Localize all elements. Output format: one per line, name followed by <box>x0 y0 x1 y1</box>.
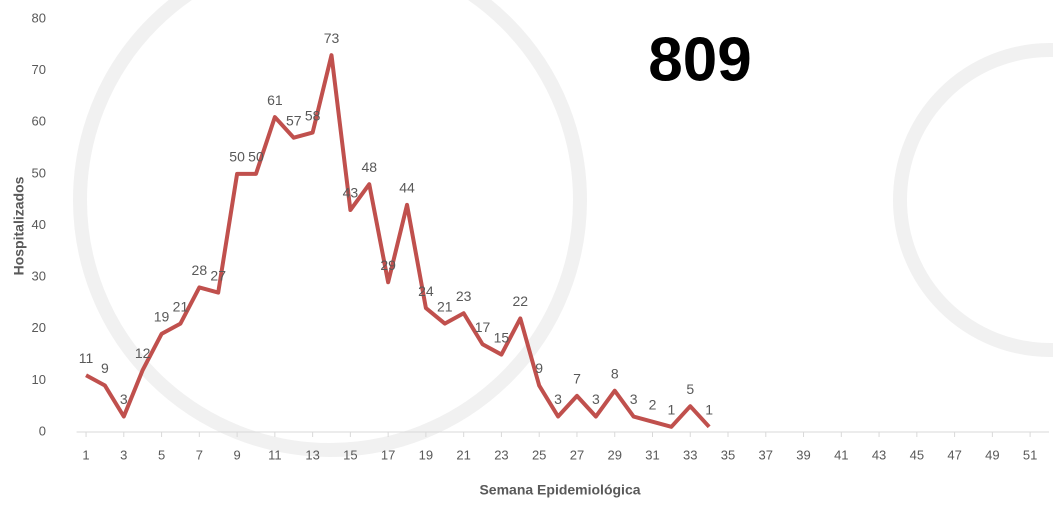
data-label: 28 <box>192 262 208 278</box>
x-tick-label: 25 <box>532 447 546 462</box>
data-label: 1 <box>705 402 713 418</box>
data-label: 2 <box>649 396 657 412</box>
data-label: 50 <box>248 149 264 165</box>
data-label: 50 <box>229 149 245 165</box>
x-tick-label: 29 <box>607 447 621 462</box>
x-tick-label: 35 <box>721 447 735 462</box>
x-tick-label: 47 <box>947 447 961 462</box>
total-annotation: 809 <box>648 25 751 94</box>
data-label: 3 <box>592 391 600 407</box>
x-tick-label: 17 <box>381 447 395 462</box>
y-tick-label: 30 <box>32 269 46 284</box>
data-label: 58 <box>305 107 321 123</box>
data-label: 43 <box>343 185 359 201</box>
x-tick-label: 5 <box>158 447 165 462</box>
data-label: 48 <box>361 159 377 175</box>
x-tick-label: 33 <box>683 447 697 462</box>
data-label: 27 <box>210 267 226 283</box>
data-label: 21 <box>173 298 189 314</box>
data-label: 29 <box>380 257 396 273</box>
y-tick-label: 20 <box>32 320 46 335</box>
watermark <box>73 0 1053 457</box>
x-tick-label: 13 <box>305 447 319 462</box>
x-tick-label: 1 <box>82 447 89 462</box>
x-axis-label: Semana Epidemiológica <box>479 482 640 498</box>
data-label: 12 <box>135 345 151 361</box>
x-tick-label: 9 <box>233 447 240 462</box>
x-tick-label: 43 <box>872 447 886 462</box>
x-tick-label: 37 <box>759 447 773 462</box>
x-tick-label: 27 <box>570 447 584 462</box>
data-label: 61 <box>267 92 283 108</box>
data-label: 3 <box>630 391 638 407</box>
x-tick-label: 39 <box>796 447 810 462</box>
y-tick-label: 40 <box>32 217 46 232</box>
data-label: 3 <box>554 391 562 407</box>
y-tick-label: 10 <box>32 372 46 387</box>
data-label: 44 <box>399 180 415 196</box>
data-label: 11 <box>79 350 94 366</box>
x-tick-label: 31 <box>645 447 659 462</box>
y-tick-label: 60 <box>32 114 46 129</box>
data-label: 19 <box>154 309 170 325</box>
data-label: 24 <box>418 283 434 299</box>
x-tick-label: 45 <box>910 447 924 462</box>
data-label: 5 <box>686 381 694 397</box>
data-label: 17 <box>475 319 491 335</box>
x-tick-label: 49 <box>985 447 999 462</box>
data-label: 23 <box>456 288 472 304</box>
y-tick-label: 80 <box>32 10 46 25</box>
x-tick-label: 7 <box>196 447 203 462</box>
x-tick-label: 51 <box>1023 447 1037 462</box>
y-tick-label: 0 <box>39 423 46 438</box>
data-label: 21 <box>437 298 453 314</box>
y-tick-label: 70 <box>32 62 46 77</box>
data-label: 73 <box>324 30 340 46</box>
y-tick-label: 50 <box>32 165 46 180</box>
x-tick-label: 19 <box>419 447 433 462</box>
data-label: 15 <box>494 329 510 345</box>
data-label: 8 <box>611 365 619 381</box>
y-axis-label: Hospitalizados <box>11 176 27 275</box>
x-tick-label: 3 <box>120 447 127 462</box>
data-line <box>85 53 711 429</box>
data-label: 9 <box>101 360 109 376</box>
data-label: 1 <box>667 402 675 418</box>
data-label: 57 <box>286 112 302 128</box>
x-tick-label: 21 <box>456 447 470 462</box>
x-tick-label: 15 <box>343 447 357 462</box>
x-tick-label: 11 <box>268 447 282 462</box>
data-label: 7 <box>573 371 581 387</box>
x-tick-label: 23 <box>494 447 508 462</box>
data-label: 3 <box>120 391 128 407</box>
data-label: 9 <box>535 360 543 376</box>
x-tick-label: 41 <box>834 447 848 462</box>
data-label: 22 <box>513 293 529 309</box>
